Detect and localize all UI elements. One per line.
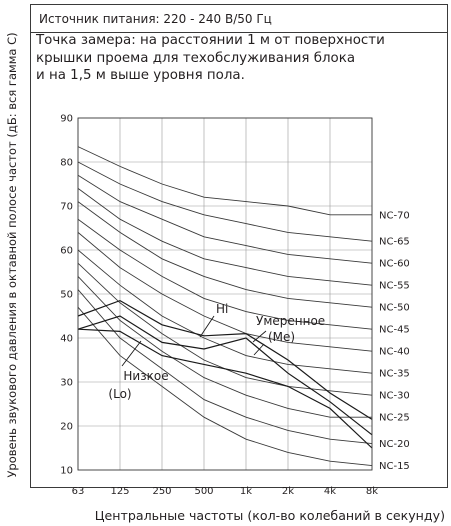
x-tick-label: 63: [72, 486, 85, 497]
measurement-note-line: и на 1,5 м выше уровня пола.: [36, 68, 245, 83]
nc-curve-line: [77, 249, 373, 374]
nc-curve-label: NC-40: [379, 347, 410, 358]
y-tick-label: 10: [60, 466, 73, 477]
x-tick-label: 125: [110, 486, 129, 497]
nc-curve-label: NC-35: [379, 369, 410, 380]
y-tick-label: 30: [60, 378, 73, 389]
nc-curve-label: NC-20: [379, 439, 410, 450]
nc-curve-label: NC-55: [379, 281, 410, 292]
annotation-leader-line: [199, 315, 215, 338]
annotation-label: (Lo): [108, 387, 131, 401]
y-axis-label: Уровень звукового давления в октавной по…: [5, 32, 19, 478]
nc-curve-line: [77, 161, 373, 242]
nc-curve-line: [77, 276, 372, 418]
x-tick-label: 500: [194, 486, 213, 497]
nc-curve-label: NC-65: [379, 237, 410, 248]
nc-curve-line: [77, 289, 373, 445]
nc-curve-label: NC-50: [379, 303, 410, 314]
annotation-label: (Me): [268, 330, 295, 344]
x-tick-label: 8k: [366, 486, 378, 497]
x-tick-label: 1k: [240, 486, 252, 497]
annotation-label: Hi: [216, 302, 228, 316]
measured-series: [77, 299, 373, 449]
measured-series-line: [77, 315, 373, 436]
nc-curve-label: NC-70: [379, 210, 410, 221]
axes: 10 20 30 40 50 60 70 80 90 63 125 250 500 1k 2k 4k 8k: [60, 114, 378, 498]
measured-series-line: [77, 299, 373, 420]
measurement-note: Точка замера: на расстоянии 1 м от повер…: [30, 32, 448, 85]
y-tick-label: 70: [60, 202, 73, 213]
nc-curve-line: [77, 306, 373, 467]
chart-frame: Источник питания: 220 - 240 В/50 Гц: [30, 4, 448, 488]
x-axis-label: Центральные частоты (кол-во колебаний в …: [94, 508, 445, 523]
plot-border: [77, 117, 373, 471]
annotations: Hi Умеренное (Me) Низкое (Lo): [108, 302, 325, 401]
nc-curve-label: NC-60: [379, 259, 410, 270]
y-tick-label: 50: [60, 290, 73, 301]
x-tick-label: 2k: [282, 486, 294, 497]
y-tick-label: 90: [60, 114, 73, 125]
measured-series-line: [77, 328, 373, 449]
y-tick-label: 40: [60, 334, 73, 345]
annotation-leader-line: [253, 343, 265, 356]
x-tick-label: 4k: [324, 486, 336, 497]
y-tick-label: 60: [60, 246, 73, 257]
nc-curves: NC-70 NC-65 NC-60 NC-55 NC-50 NC-45 NC-40 NC-35…: [77, 146, 410, 472]
x-tick-label: 250: [152, 486, 171, 497]
nc-curve-label: NC-45: [379, 325, 410, 336]
power-supply-label: Источник питания: 220 - 240 В/50 Гц: [31, 5, 447, 33]
nc-curve-label: NC-25: [379, 413, 410, 424]
nc-curve-line: [77, 146, 372, 216]
nc-curve-line: [77, 174, 373, 264]
annotation-leader-line: [252, 330, 267, 343]
annotation-label: Низкое: [123, 369, 168, 383]
nc-curve-line: [77, 218, 373, 330]
y-tick-label: 20: [60, 422, 73, 433]
annotation-label: Умеренное: [256, 314, 325, 328]
measurement-note-line: крышки проема для техобслуживания блока: [36, 50, 356, 66]
y-tick-label: 80: [60, 158, 73, 169]
nc-curve-line: [77, 188, 373, 286]
nc-curve-label: NC-30: [379, 391, 410, 402]
measurement-note-line: Точка замера: на расстоянии 1 м от повер…: [36, 33, 385, 48]
nc-curve-label: NC-15: [379, 461, 410, 472]
nc-curve-line: [77, 201, 373, 308]
nc-curve-line: [77, 232, 373, 352]
annotation-leader-line: [121, 340, 142, 367]
